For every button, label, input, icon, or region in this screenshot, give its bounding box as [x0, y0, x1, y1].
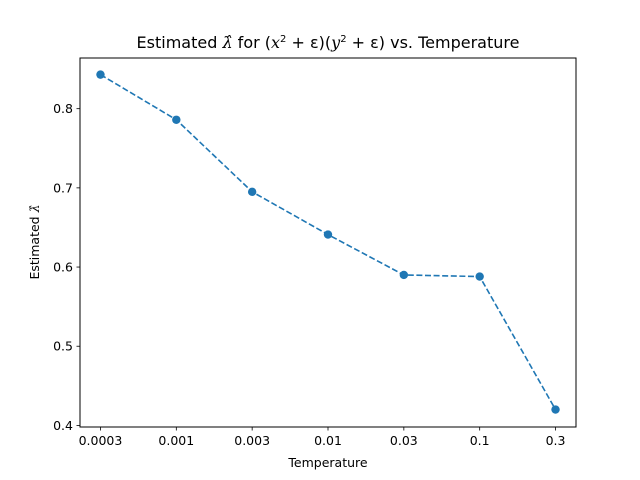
data-point	[247, 187, 257, 197]
y-tick-label: 0.7	[53, 180, 73, 195]
chart-title: Estimated λ̂ for (x2 + ε)(y2 + ε) vs. Te…	[137, 33, 520, 52]
y-tick-label: 0.6	[53, 260, 73, 275]
x-axis-label: Temperature	[287, 455, 367, 470]
y-tick-label: 0.4	[53, 418, 73, 433]
y-axis-label: Estimated λ̂	[27, 204, 42, 279]
x-tick-label: 0.003	[234, 433, 270, 448]
x-tick-label: 0.1	[470, 433, 490, 448]
y-axis-ticks: 0.4 0.5 0.6 0.7 0.8	[53, 101, 80, 433]
y-tick-label: 0.5	[53, 339, 73, 354]
data-point	[172, 115, 181, 124]
x-tick-label: 0.01	[314, 433, 342, 448]
x-tick-label: 0.001	[158, 433, 194, 448]
data-point	[96, 70, 105, 79]
axes-frame	[79, 57, 577, 428]
y-tick-label: 0.8	[53, 101, 73, 116]
data-point	[551, 405, 560, 414]
x-tick-label: 0.3	[546, 433, 566, 448]
data-point	[475, 272, 484, 281]
data-point	[399, 270, 409, 280]
x-axis-ticks: 0.0003 0.001 0.003 0.01 0.03 0.1 0.3	[79, 427, 566, 448]
x-tick-label: 0.0003	[79, 433, 123, 448]
data-point	[323, 230, 333, 239]
plot-layer	[96, 70, 560, 414]
x-tick-label: 0.03	[390, 433, 418, 448]
